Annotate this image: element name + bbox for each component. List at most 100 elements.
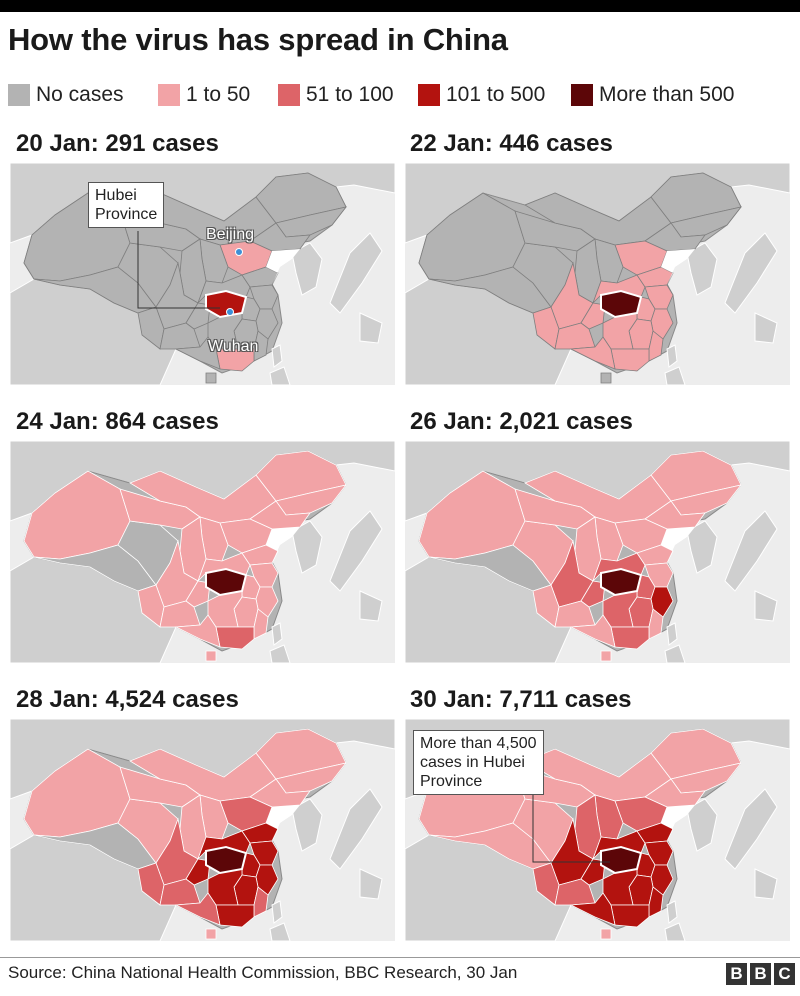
neighbor-country <box>754 312 778 344</box>
beijing-label: Beijing <box>206 226 255 243</box>
province-guangxi <box>569 892 616 926</box>
legend-label: 51 to 100 <box>306 83 394 106</box>
panel-title-28-jan: 28 Jan: 4,524 cases <box>16 686 239 713</box>
map-28-jan <box>10 719 395 941</box>
province-hainan <box>600 372 612 384</box>
hubei-outline <box>205 289 248 319</box>
map-26-jan <box>405 441 790 663</box>
legend-item-1-to-50: 1 to 50 <box>158 82 250 108</box>
map-22-jan <box>405 163 790 385</box>
top-bar <box>0 0 800 12</box>
legend-label: 101 to 500 <box>446 83 546 106</box>
taiwan <box>271 900 283 924</box>
province-fujian <box>253 608 269 640</box>
panel-title-20-jan: 20 Jan: 291 cases <box>16 130 219 157</box>
bohai-sea <box>266 805 300 841</box>
source-note: Source: China National Health Commission… <box>8 963 518 982</box>
bbc-logo-block: B <box>750 963 771 985</box>
wuhan-label: Wuhan <box>208 338 259 355</box>
taiwan <box>666 622 678 646</box>
legend-label: No cases <box>36 83 124 106</box>
neighbor-country <box>269 922 291 941</box>
province-guangxi <box>569 614 616 648</box>
map-20-jan <box>10 163 395 385</box>
neighbor-country <box>724 510 778 592</box>
taiwan <box>666 900 678 924</box>
taiwan <box>271 622 283 646</box>
legend-item-51-to-100: 51 to 100 <box>278 82 394 108</box>
province-hainan <box>205 928 217 940</box>
neighbor-country <box>686 798 718 852</box>
neighbor-country <box>329 232 383 314</box>
neighbor-country <box>269 366 291 385</box>
panel-title-26-jan: 26 Jan: 2,021 cases <box>410 408 633 435</box>
panel-title-30-jan: 30 Jan: 7,711 cases <box>410 686 632 713</box>
taiwan <box>666 344 678 368</box>
hubei-outline <box>600 567 643 597</box>
legend: No cases 1 to 50 51 to 100 101 to 500 Mo… <box>8 82 792 108</box>
neighbor-country <box>291 242 323 296</box>
province-guangxi <box>174 892 221 926</box>
bohai-sea <box>266 249 300 285</box>
hubei-outline <box>600 289 643 319</box>
neighbor-country <box>359 868 383 900</box>
neighbor-country <box>686 242 718 296</box>
hubei-leader-lines <box>137 231 243 316</box>
page-title: How the virus has spread in China <box>8 22 508 57</box>
neighbor-country <box>754 868 778 900</box>
legend-swatch <box>8 84 30 106</box>
province-guangxi <box>174 336 221 370</box>
hubei-outline <box>205 567 248 597</box>
taiwan <box>271 344 283 368</box>
province-hainan <box>205 650 217 662</box>
map-24-jan <box>10 441 395 663</box>
neighbor-country <box>359 590 383 622</box>
neighbor-country <box>329 510 383 592</box>
province-guangxi <box>174 614 221 648</box>
neighbor-country <box>686 520 718 574</box>
legend-item-101-to-500: 101 to 500 <box>418 82 545 108</box>
panel-title-24-jan: 24 Jan: 864 cases <box>16 408 219 435</box>
neighbor-country <box>664 366 686 385</box>
neighbor-country <box>724 788 778 870</box>
province-fujian <box>253 886 269 918</box>
legend-swatch <box>278 84 300 106</box>
bbc-logo-block: B <box>726 963 747 985</box>
neighbor-country <box>329 788 383 870</box>
hubei-outline <box>600 845 643 875</box>
province-guangxi <box>569 336 616 370</box>
neighbor-country <box>291 798 323 852</box>
legend-item-more-than-500: More than 500 <box>571 82 734 108</box>
neighbor-country <box>664 922 686 941</box>
province-fujian <box>648 886 664 918</box>
panel-title-22-jan: 22 Jan: 446 cases <box>410 130 613 157</box>
legend-swatch <box>418 84 440 106</box>
hubei-cases-callout: More than 4,500 cases in Hubei Province <box>413 730 544 795</box>
legend-label: 1 to 50 <box>186 83 251 106</box>
bbc-logo: B B C <box>726 963 795 985</box>
province-hainan <box>600 650 612 662</box>
bohai-sea <box>661 805 695 841</box>
province-fujian <box>648 330 664 362</box>
bbc-logo-block: C <box>774 963 795 985</box>
legend-swatch <box>158 84 180 106</box>
legend-item-no-cases: No cases <box>8 82 124 108</box>
legend-label: More than 500 <box>599 83 735 106</box>
hubei-outline <box>205 845 248 875</box>
province-hainan <box>600 928 612 940</box>
province-hainan <box>205 372 217 384</box>
bohai-sea <box>661 249 695 285</box>
neighbor-country <box>359 312 383 344</box>
bohai-sea <box>266 527 300 563</box>
bohai-sea <box>661 527 695 563</box>
province-fujian <box>648 608 664 640</box>
neighbor-country <box>269 644 291 663</box>
bottom-rule <box>0 957 800 958</box>
neighbor-country <box>291 520 323 574</box>
neighbor-country <box>754 590 778 622</box>
legend-swatch <box>571 84 593 106</box>
province-fujian <box>253 330 269 362</box>
neighbor-country <box>724 232 778 314</box>
neighbor-country <box>664 644 686 663</box>
hubei-callout: Hubei Province <box>88 182 165 228</box>
